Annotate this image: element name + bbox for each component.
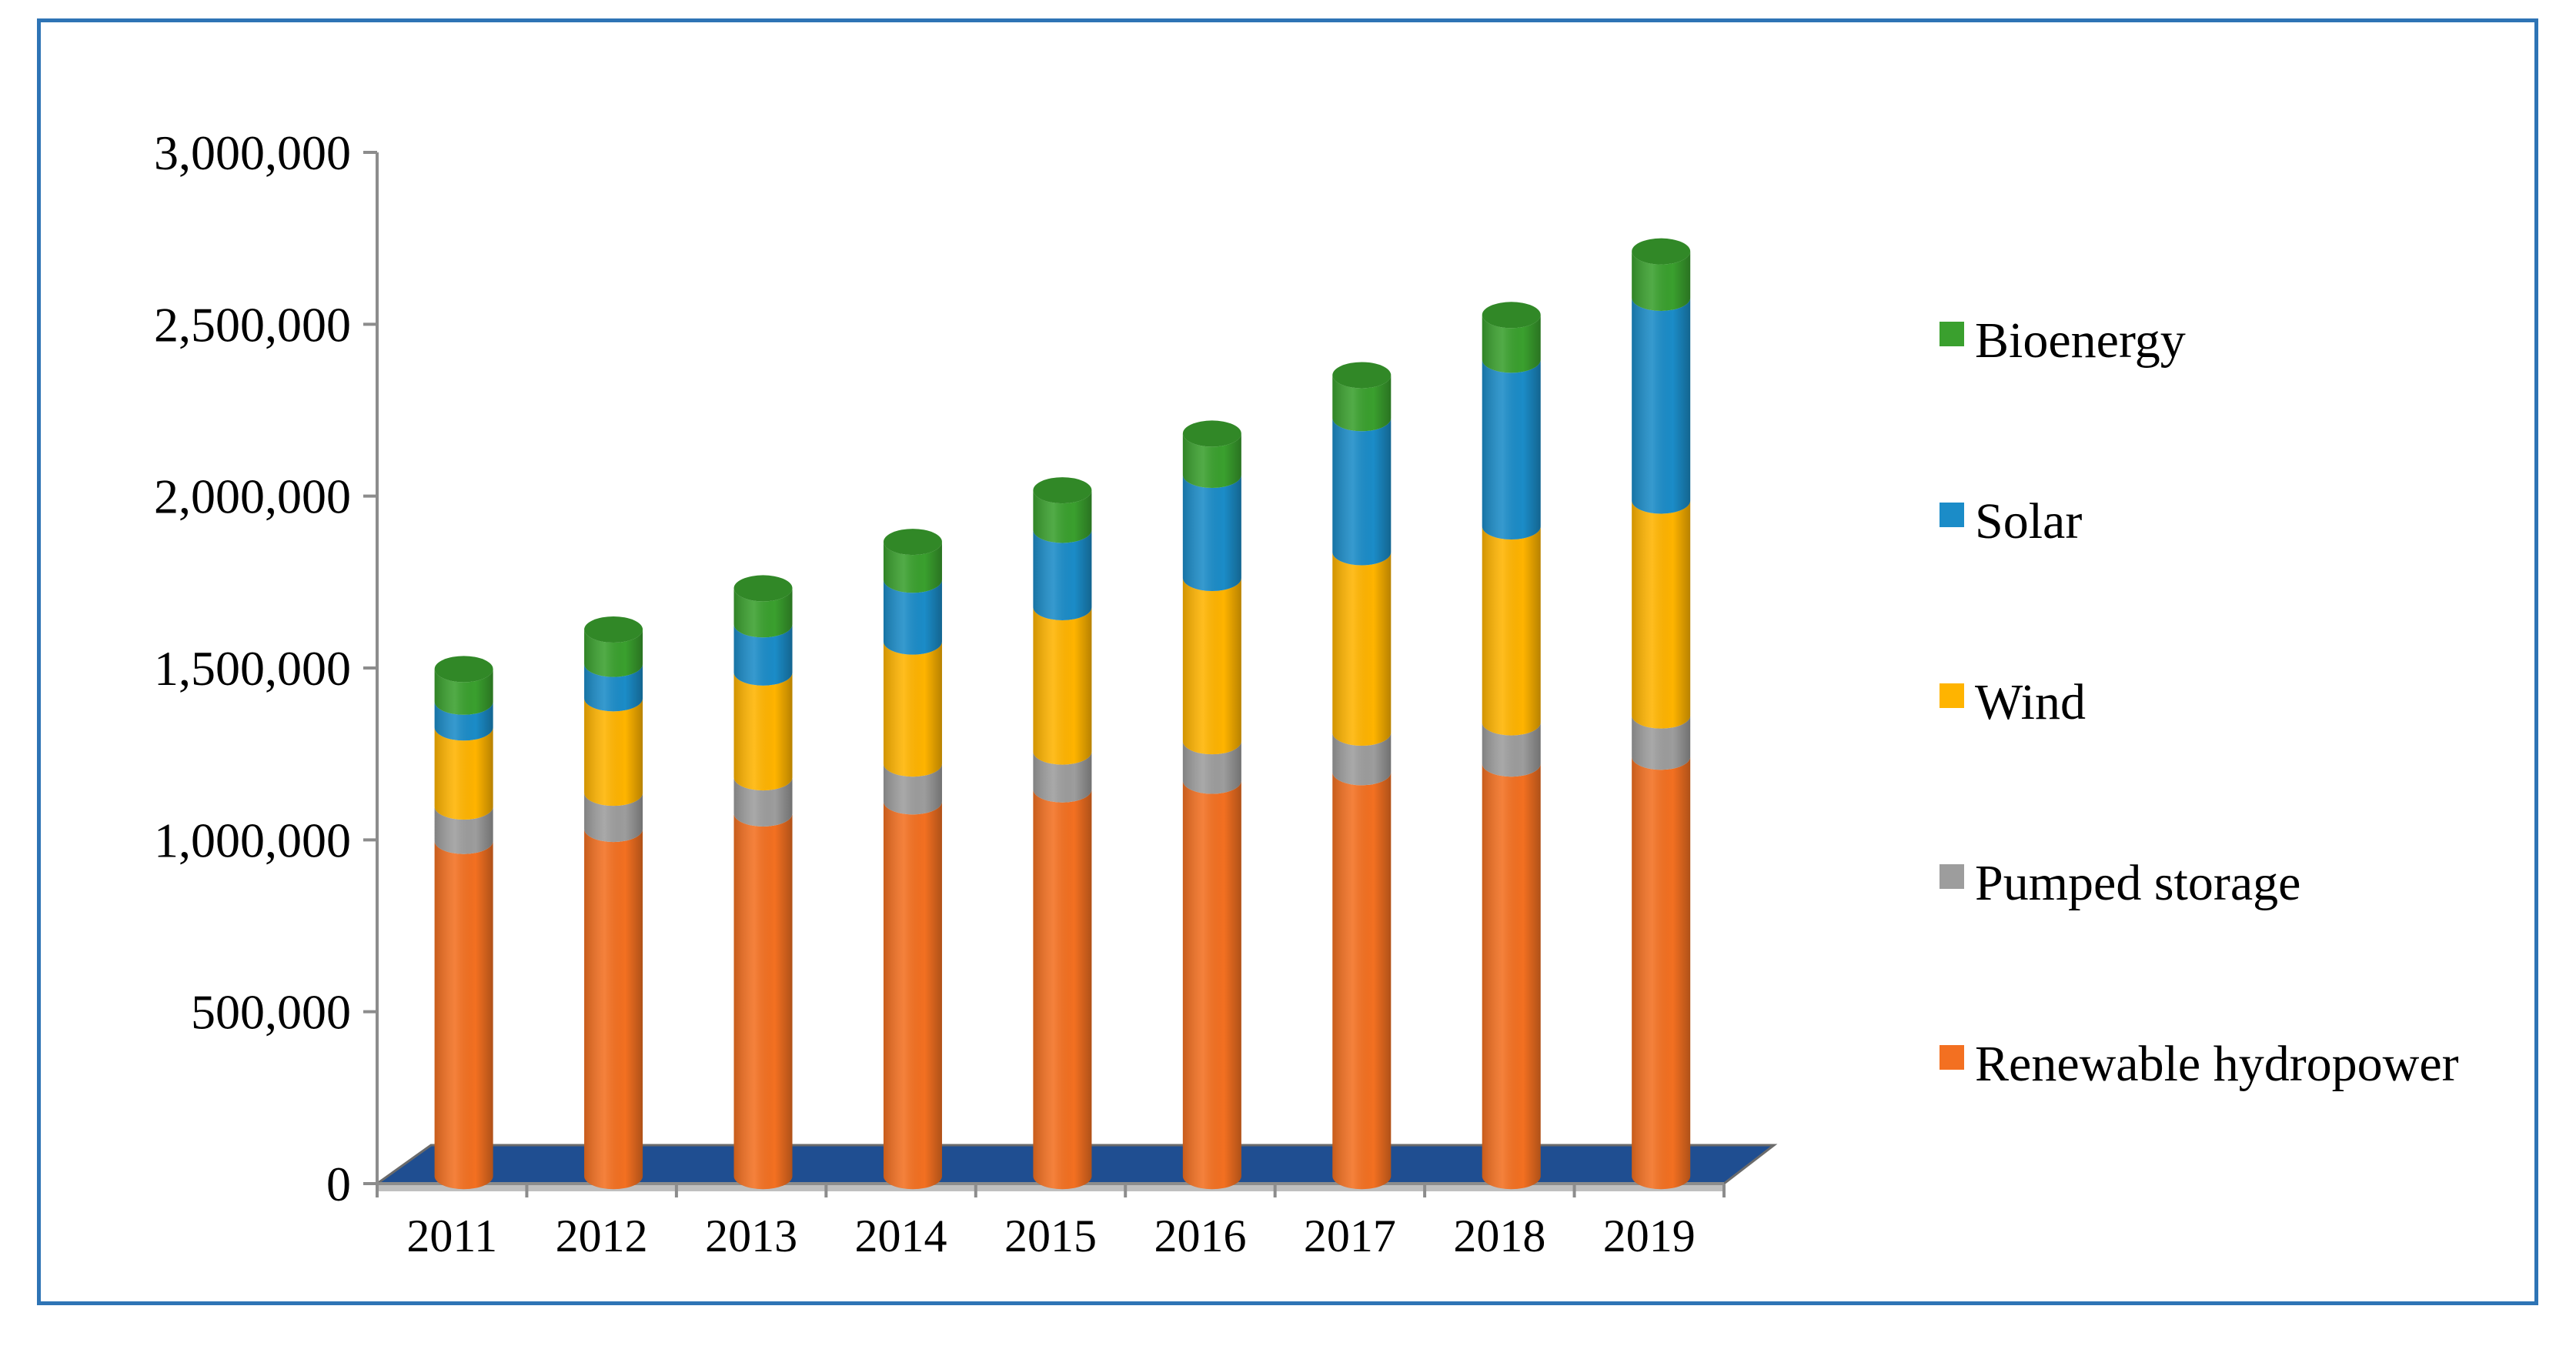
bar-segment-shading (1182, 578, 1241, 755)
bar-stack-2018 (1482, 302, 1541, 1190)
bar-segment-shading (1332, 375, 1392, 432)
x-tick-label: 2017 (1304, 1211, 1396, 1261)
bar-top-cap (1182, 420, 1241, 447)
x-tick-label: 2014 (855, 1211, 947, 1261)
bar-segment-shading (584, 663, 643, 712)
bar-stack-2011 (434, 656, 493, 1190)
x-tick-label: 2016 (1154, 1211, 1246, 1261)
bar-segment-shading (584, 793, 643, 843)
bar-stack-2015 (1033, 477, 1092, 1190)
y-tick-label: 500,000 (191, 985, 351, 1040)
bar-segment-shading (733, 777, 793, 827)
y-tick-label: 3,000,000 (154, 125, 351, 180)
bar-segment-shading (434, 807, 493, 854)
bar-segment-shading (733, 624, 793, 686)
bar-top-cap (1482, 302, 1541, 329)
bar-segment-shading (584, 829, 643, 1190)
bar-top-cap (733, 575, 793, 602)
bar-segment-shading (883, 579, 942, 655)
bar-segment-shading (1033, 789, 1092, 1190)
x-tick-label: 2019 (1603, 1211, 1696, 1261)
bar-stack-2012 (584, 616, 643, 1190)
bar-segment-shading (1033, 751, 1092, 803)
legend-swatch (1940, 322, 1964, 346)
x-tick-label: 2012 (556, 1211, 648, 1261)
bar-stack-2016 (1182, 420, 1241, 1190)
y-tick-label: 2,000,000 (154, 469, 351, 524)
x-tick-label: 2013 (705, 1211, 797, 1261)
bar-top-cap (1033, 477, 1092, 504)
bar-segment-shading (1332, 418, 1392, 566)
bar-stack-2017 (1332, 362, 1392, 1190)
bar-top-cap (1632, 238, 1691, 265)
bar-segment-shading (1182, 741, 1241, 794)
bar-segment-shading (1182, 433, 1241, 488)
y-tick-label: 0 (326, 1157, 351, 1211)
legend-label: Solar (1975, 493, 2082, 549)
bar-top-cap (883, 529, 942, 556)
y-tick-label: 1,500,000 (154, 641, 351, 696)
bar-segment-shading (1482, 359, 1541, 539)
bar-segment-shading (434, 840, 493, 1190)
y-tick-label: 2,500,000 (154, 297, 351, 352)
legend-label: Pumped storage (1975, 855, 2300, 911)
bar-segment-shading (883, 641, 942, 777)
bar-segment-shading (1482, 722, 1541, 777)
bar-segment-shading (1332, 733, 1392, 786)
bar-segment-shading (584, 630, 643, 677)
bar-segment-shading (1033, 490, 1092, 543)
bar-segment-shading (1482, 526, 1541, 736)
legend-label: Renewable hydropower (1975, 1036, 2459, 1092)
y-tick-label: 1,000,000 (154, 813, 351, 867)
x-tick-label: 2018 (1453, 1211, 1545, 1261)
bar-segment-shading (1482, 315, 1541, 373)
bar-segment-shading (1182, 475, 1241, 591)
legend-swatch (1940, 503, 1964, 527)
bar-stack-2013 (733, 575, 793, 1190)
legend-swatch (1940, 683, 1964, 708)
bar-segment-shading (1033, 529, 1092, 620)
bar-stack-2019 (1632, 238, 1691, 1190)
bar-segment-shading (1033, 606, 1092, 765)
bar-segment-shading (1632, 756, 1691, 1190)
bar-top-cap (434, 656, 493, 683)
x-tick-label: 2011 (406, 1211, 497, 1261)
legend-label: Wind (1975, 674, 2086, 730)
bar-segment-shading (1632, 715, 1691, 770)
legend-label: Bioenergy (1975, 312, 2186, 369)
legend-swatch (1940, 864, 1964, 889)
bar-segment-shading (1632, 251, 1691, 311)
bar-segment-shading (1482, 763, 1541, 1190)
bar-segment-shading (733, 588, 793, 638)
bar-segment-shading (1332, 772, 1392, 1190)
bar-segment-shading (1182, 780, 1241, 1190)
bar-segment-shading (883, 801, 942, 1190)
bar-top-cap (1332, 362, 1392, 389)
bar-segment-shading (883, 542, 942, 593)
bar-segment-shading (584, 698, 643, 807)
bar-segment-shading (434, 727, 493, 820)
bar-segment-shading (434, 701, 493, 741)
bar-segment-shading (434, 669, 493, 715)
x-tick-label: 2015 (1004, 1211, 1097, 1261)
bar-segment-shading (1332, 552, 1392, 746)
bar-segment-shading (1632, 297, 1691, 514)
bar-segment-shading (1632, 500, 1691, 729)
bar-top-cap (584, 616, 643, 643)
bar-segment-shading (733, 813, 793, 1190)
bar-segment-shading (733, 672, 793, 791)
bar-stack-2014 (883, 529, 942, 1190)
legend-swatch (1940, 1045, 1964, 1070)
bar-segment-shading (883, 763, 942, 815)
